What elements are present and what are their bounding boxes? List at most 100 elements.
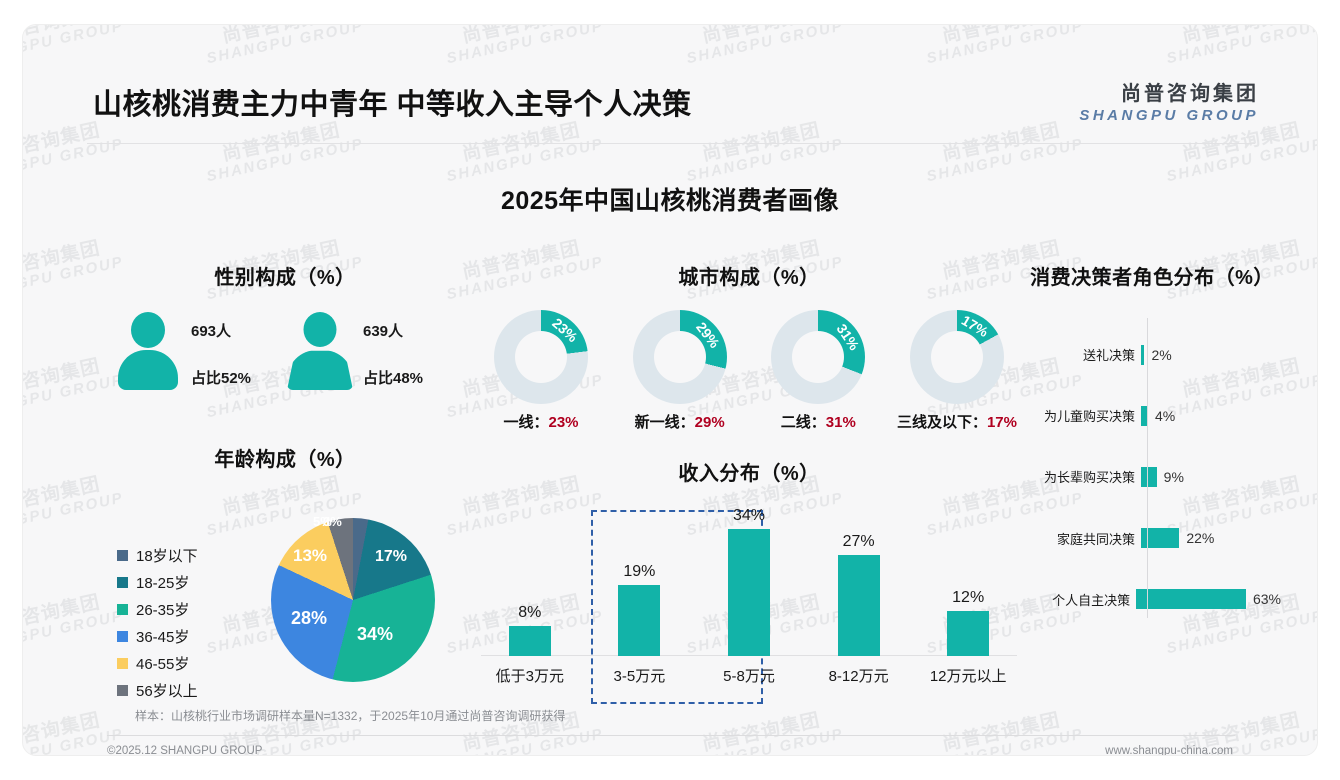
donut-value-label: 17% — [959, 311, 992, 341]
header-divider — [87, 143, 1255, 144]
income-bar-category: 3-5万元 — [613, 668, 666, 685]
roles-bar-value: 4% — [1154, 407, 1176, 424]
gender-male-share: 占比52% — [191, 370, 252, 387]
age-legend-item: 26-35岁 — [117, 596, 198, 623]
roles-bar — [1141, 405, 1148, 426]
age-panel: 年龄构成（%） 18岁以下 18-25岁 26-35岁 36-45岁 46-55岁 56岁… — [109, 443, 461, 700]
donut-caption: 三线及以下：17% — [896, 414, 1017, 431]
male-person-icon — [117, 312, 179, 390]
roles-bar-row: 送礼决策 2% — [1023, 324, 1281, 385]
age-legend-item: 18岁以下 — [117, 542, 198, 569]
legend-swatch — [117, 631, 128, 642]
roles-bar-value: 9% — [1163, 468, 1184, 485]
city-title: 城市构成（%） — [678, 267, 820, 289]
age-legend-item: 36-45岁 — [117, 623, 198, 650]
age-legend-item: 56岁以上 — [117, 677, 198, 704]
footer-divider — [107, 735, 1235, 736]
income-bar-category: 8-12万元 — [828, 668, 889, 685]
roles-rows: 送礼决策 2% 为儿童购买决策 4% 为长辈购买决策 9% 家庭共同决策 22% 个人自主决策 6… — [1023, 324, 1281, 630]
pie-slice-label: 13% — [293, 546, 328, 565]
roles-bar-label: 送礼决策 — [1082, 348, 1135, 364]
income-bar-category: 5-8万元 — [723, 668, 775, 685]
legend-swatch — [117, 604, 128, 615]
gender-female-count: 639人 — [363, 323, 404, 340]
roles-title: 消费决策者角色分布（%） — [1030, 267, 1274, 289]
legend-swatch — [117, 577, 128, 588]
income-chart: 8% 低于3万元 19% 3-5万元 34% 5-8万元 27% 8-12万元 12% 12万元以… — [475, 504, 1023, 704]
city-donut-cell: 29% 新一线：29% — [614, 310, 746, 432]
income-bar-cell: 27% 8-12万元 — [804, 504, 914, 685]
donut-chart: 29% — [632, 310, 727, 404]
roles-chart: 送礼决策 2% 为儿童购买决策 4% 为长辈购买决策 9% 家庭共同决策 22% 个人自主决策 6… — [1023, 318, 1281, 630]
gender-item-female: 639人 占比48% — [287, 312, 461, 390]
roles-bar-label: 家庭共同决策 — [1056, 531, 1135, 547]
roles-bar-row: 家庭共同决策 22% — [1023, 508, 1281, 569]
footer-copyright: ©2025.12 SHANGPU GROUP — [107, 745, 263, 756]
chart-subtitle: 2025年中国山核桃消费者画像 — [500, 187, 840, 215]
pie-slice-label: 5% — [313, 514, 332, 529]
legend-label: 18-25岁 — [136, 575, 190, 592]
roles-bar — [1141, 528, 1180, 549]
city-donut-cell: 31% 二线：31% — [752, 310, 884, 432]
age-legend-item: 18-25岁 — [117, 569, 198, 596]
income-bar-value: 12% — [952, 589, 985, 606]
gender-panel: 性别构成（%） 693人 占比52% 639人 占比48% — [109, 261, 461, 401]
age-legend-item: 46-55岁 — [117, 650, 198, 677]
income-bar-value: 8% — [518, 604, 542, 621]
donut-chart: 17% — [909, 310, 1004, 404]
page-title: 山核桃消费主力中青年 中等收入主导个人决策 — [93, 89, 692, 121]
age-legend: 18岁以下 18-25岁 26-35岁 36-45岁 46-55岁 56岁以上 — [117, 542, 198, 704]
legend-label: 36-45岁 — [136, 629, 190, 646]
income-panel: 收入分布（%） 8% 低于3万元 19% 3-5万元 34% 5-8万元 27% 8-12万元… — [475, 457, 1023, 704]
gender-female-text: 639人 占比48% — [363, 312, 423, 388]
income-bar-value: 34% — [732, 506, 765, 524]
city-panel: 城市构成（%） 23% 一线：23% 29% 新一线：29% 31% 二线：31% 17% 三… — [475, 261, 1023, 431]
city-donut-cell: 17% 三线及以下：17% — [891, 310, 1023, 432]
pie-slice-label: 34% — [357, 624, 394, 644]
income-bar-cell: 34% 5-8万元 — [694, 504, 804, 686]
roles-bar-value: 2% — [1151, 346, 1172, 363]
donut-value-label: 23% — [549, 314, 581, 346]
legend-label: 26-35岁 — [136, 602, 190, 619]
logo-chinese-text: 尚普咨询集团 — [1121, 83, 1259, 105]
legend-label: 46-55岁 — [136, 656, 190, 673]
pie-slice-label: 3% — [323, 514, 342, 529]
income-bar-value: 27% — [842, 532, 875, 550]
gender-female-share: 占比48% — [363, 370, 424, 387]
income-bar-cell: 12% 12万元以上 — [913, 504, 1023, 685]
income-bar — [727, 528, 770, 656]
income-title: 收入分布（%） — [678, 463, 820, 485]
roles-bar-row: 为儿童购买决策 4% — [1023, 385, 1281, 446]
roles-bar — [1141, 466, 1157, 487]
pie-slice-label: 17% — [375, 548, 408, 565]
age-pie-chart: 3% 17% 34% 28% 13% 5% — [271, 514, 435, 682]
gender-male-count: 693人 — [191, 323, 232, 340]
gender-title: 性别构成（%） — [214, 267, 356, 289]
income-bar — [618, 584, 661, 656]
gender-male-text: 693人 占比52% — [191, 312, 251, 388]
city-donut-cell: 23% 一线：23% — [475, 310, 607, 432]
income-bar — [947, 611, 990, 656]
income-bars: 8% 低于3万元 19% 3-5万元 34% 5-8万元 27% 8-12万元 12% 12万元以… — [475, 504, 1023, 686]
roles-bar-label: 个人自主决策 — [1052, 592, 1131, 608]
income-bar — [508, 626, 551, 656]
footer-website: www.shangpu-china.com — [1105, 745, 1233, 756]
income-bar-category: 低于3万元 — [495, 668, 564, 685]
roles-bar — [1136, 589, 1246, 610]
city-donut-row: 23% 一线：23% 29% 新一线：29% 31% 二线：31% 17% 三线及以下：17% — [475, 310, 1023, 432]
footnote: 样本：山核桃行业市场调研样本量N=1332，于2025年10月通过尚普咨询调研获… — [135, 709, 566, 723]
roles-bar-label: 为儿童购买决策 — [1043, 409, 1135, 425]
donut-caption: 二线：31% — [780, 414, 856, 431]
legend-swatch — [117, 658, 128, 669]
roles-bar-value: 63% — [1252, 591, 1281, 608]
roles-bar-row: 个人自主决策 63% — [1023, 569, 1281, 630]
donut-caption: 一线：23% — [503, 414, 579, 431]
